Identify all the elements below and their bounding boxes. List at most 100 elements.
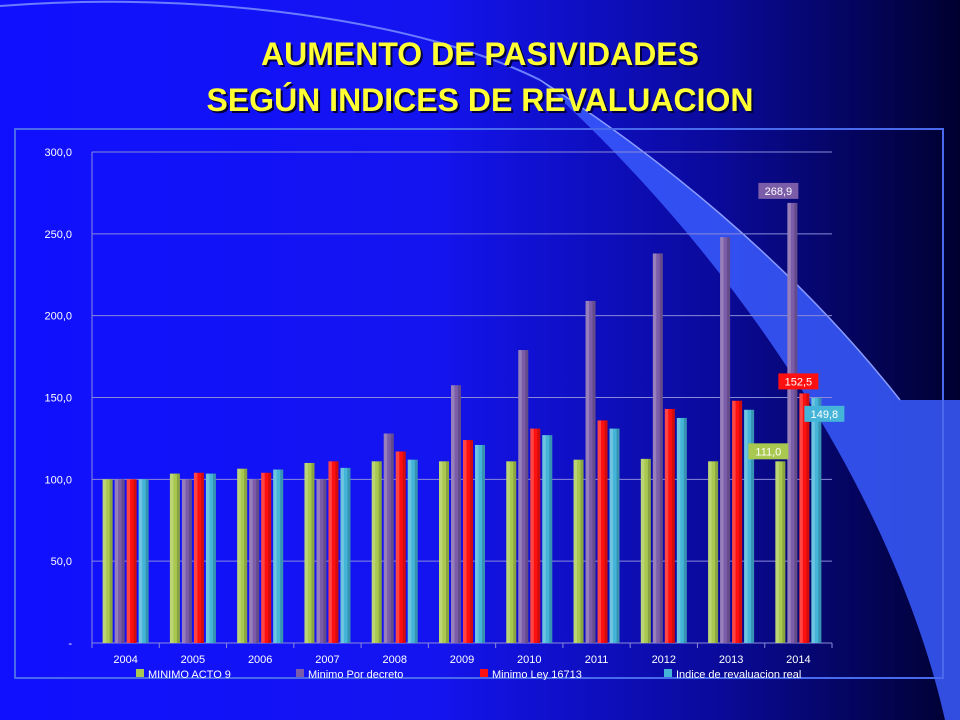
bar-shade bbox=[818, 397, 822, 643]
bar bbox=[407, 459, 418, 643]
bar-body bbox=[237, 468, 248, 643]
bar-highlight bbox=[676, 417, 681, 643]
legend-item: Minimo Ley 16713 bbox=[480, 669, 582, 680]
bar-body bbox=[720, 237, 731, 643]
data-label-text: 149,8 bbox=[811, 409, 839, 421]
bar-highlight bbox=[597, 420, 602, 643]
bar bbox=[732, 400, 743, 643]
bar-body bbox=[506, 461, 517, 643]
bar-highlight bbox=[609, 428, 614, 643]
bar bbox=[799, 393, 810, 643]
bar-shade bbox=[659, 253, 663, 643]
bar-shade bbox=[458, 385, 461, 643]
bar-shade bbox=[109, 479, 113, 643]
bar bbox=[102, 479, 113, 643]
bar-body bbox=[193, 472, 204, 643]
bar bbox=[506, 461, 517, 643]
bar-highlight bbox=[261, 472, 265, 643]
data-label: 111,0 bbox=[748, 443, 789, 460]
bar-shade bbox=[604, 420, 608, 643]
bar-body bbox=[640, 458, 651, 643]
bar-body bbox=[597, 420, 608, 643]
bar-shade bbox=[390, 433, 394, 643]
bar-shade bbox=[549, 435, 553, 643]
bar-highlight bbox=[138, 479, 143, 643]
y-tick-label: 250,0 bbox=[44, 229, 72, 241]
bar bbox=[169, 473, 180, 643]
bar bbox=[664, 408, 675, 643]
bar-highlight bbox=[708, 461, 712, 643]
bar-body bbox=[102, 479, 113, 643]
bar-highlight bbox=[732, 400, 736, 643]
bar-body bbox=[732, 400, 743, 643]
bar-body bbox=[181, 479, 192, 643]
bar-highlight bbox=[371, 461, 376, 643]
bar-highlight bbox=[744, 409, 748, 643]
bar bbox=[775, 461, 786, 643]
bar-shade bbox=[647, 458, 651, 643]
bar bbox=[518, 350, 529, 643]
bar-shade bbox=[378, 461, 382, 643]
bar bbox=[383, 433, 394, 643]
bar-body bbox=[585, 300, 596, 643]
bar-highlight bbox=[652, 253, 657, 643]
bar-highlight bbox=[102, 479, 107, 643]
bar-highlight bbox=[316, 479, 320, 643]
bar-highlight bbox=[439, 461, 443, 643]
bar-shade bbox=[414, 459, 418, 643]
bar-highlight bbox=[720, 237, 724, 643]
bar-shade bbox=[121, 479, 125, 643]
bar bbox=[676, 417, 687, 643]
bar bbox=[114, 479, 125, 643]
x-tick-label: 2010 bbox=[517, 654, 541, 666]
bar-body bbox=[475, 444, 485, 643]
bar-body bbox=[249, 479, 260, 643]
legend-item: MINIMO ACTO 9 bbox=[136, 669, 231, 680]
legend-label: Indice de revaluacion real bbox=[676, 669, 801, 680]
bar-body bbox=[371, 461, 382, 643]
bar-body bbox=[652, 253, 663, 643]
bar-shade bbox=[592, 300, 596, 643]
bar bbox=[340, 467, 351, 643]
bar-shade bbox=[200, 472, 204, 643]
legend-label: Minimo Ley 16713 bbox=[492, 669, 582, 680]
x-tick-label: 2007 bbox=[315, 654, 339, 666]
y-tick-label: - bbox=[68, 638, 72, 650]
bar bbox=[585, 300, 596, 643]
bar-highlight bbox=[664, 408, 669, 643]
bar-shade bbox=[176, 473, 180, 643]
bar-highlight bbox=[249, 479, 253, 643]
bar-body bbox=[609, 428, 620, 643]
bar-shade bbox=[683, 417, 687, 643]
bar-shade bbox=[482, 444, 485, 643]
bar-shade bbox=[268, 472, 272, 643]
bar bbox=[138, 479, 149, 643]
data-label-text: 268,9 bbox=[765, 186, 793, 198]
bar-body bbox=[775, 461, 786, 643]
bar-highlight bbox=[506, 461, 510, 643]
bar-shade bbox=[323, 479, 327, 643]
bar-shade bbox=[537, 428, 541, 643]
bar-body bbox=[744, 409, 755, 643]
bar-shade bbox=[715, 461, 719, 643]
y-tick-label: 200,0 bbox=[44, 311, 72, 323]
bar-body bbox=[273, 469, 284, 643]
legend-swatch bbox=[296, 669, 304, 677]
bar bbox=[475, 444, 485, 643]
bar-body bbox=[383, 433, 394, 643]
bar-shade bbox=[671, 408, 675, 643]
bar bbox=[273, 469, 284, 643]
bar-shade bbox=[145, 479, 149, 643]
slide-title-line2: SEGÚN INDICES DE REVALUACION bbox=[206, 82, 754, 118]
bar-shade bbox=[244, 468, 248, 643]
x-tick-label: 2014 bbox=[786, 654, 810, 666]
bar-highlight bbox=[799, 393, 803, 643]
bar bbox=[304, 462, 315, 643]
bar-shade bbox=[739, 400, 743, 643]
bar bbox=[811, 397, 822, 643]
bar-body bbox=[787, 202, 798, 643]
bar-highlight bbox=[585, 300, 590, 643]
bar-chart: - 50,0 100,0 150,0 200,0 250,0 300,0 2004 2005 20… bbox=[14, 128, 944, 680]
bar-body bbox=[439, 461, 449, 643]
